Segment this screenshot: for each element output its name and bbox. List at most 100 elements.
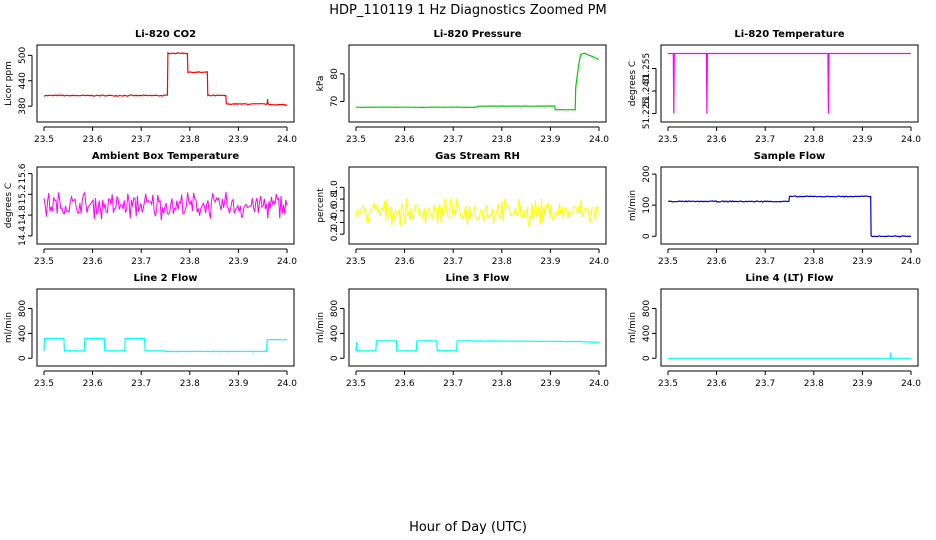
x-tick-label: 23.6 bbox=[395, 257, 415, 267]
chart-title: Line 3 Flow bbox=[446, 273, 510, 284]
y-axis-label: ml/min bbox=[628, 312, 638, 343]
chart-panel-7: Line 2 Flow 23.5 23.6 23.7 23.8 23.9 24.0 0 400 8… bbox=[4, 273, 297, 389]
y-axis-label: Licor ppm bbox=[4, 61, 14, 106]
chart-panel-8: Line 3 Flow 23.5 23.6 23.7 23.8 23.9 24.0 0 400 8… bbox=[316, 273, 609, 389]
y-tick-label: 800 bbox=[330, 300, 340, 317]
y-tick-label: 0 bbox=[18, 355, 28, 361]
x-tick-label: 23.6 bbox=[395, 135, 415, 145]
x-tick-label: 23.8 bbox=[180, 257, 200, 267]
x-tick-label: 23.7 bbox=[755, 379, 775, 389]
y-axis: 0 400 800 ml/min bbox=[316, 300, 345, 361]
chart-title: Line 4 (LT) Flow bbox=[745, 273, 833, 284]
x-tick-label: 23.5 bbox=[34, 379, 54, 389]
y-tick-label: 0.8 bbox=[330, 192, 340, 207]
plot-frame bbox=[660, 288, 919, 367]
chart-panel-1: Li-820 CO2 23.5 23.6 23.7 23.8 23.9 24.0 380 440… bbox=[4, 29, 297, 145]
y-tick-label: 0 bbox=[330, 355, 340, 361]
y-axis-label: degrees C bbox=[628, 61, 638, 106]
x-tick-label: 23.7 bbox=[443, 257, 463, 267]
x-tick-label: 23.7 bbox=[131, 257, 151, 267]
x-tick-label: 24.0 bbox=[589, 257, 609, 267]
x-axis: 23.5 23.6 23.7 23.8 23.9 24.0 bbox=[34, 248, 297, 267]
series-line bbox=[667, 195, 912, 238]
x-tick-label: 24.0 bbox=[277, 135, 297, 145]
y-tick-label: 500 bbox=[18, 46, 28, 63]
y-axis-label: percent bbox=[316, 188, 326, 223]
x-tick-label: 23.9 bbox=[540, 379, 560, 389]
series-line bbox=[355, 197, 600, 227]
x-tick-label: 23.5 bbox=[658, 257, 678, 267]
x-tick-label: 23.5 bbox=[34, 135, 54, 145]
y-tick-label: 0 bbox=[642, 355, 652, 361]
y-tick-label: 400 bbox=[18, 325, 28, 342]
y-tick-label: 14.4 bbox=[18, 226, 28, 246]
series-line bbox=[43, 337, 287, 353]
y-axis-label: ml/min bbox=[628, 190, 638, 221]
x-tick-label: 24.0 bbox=[901, 379, 921, 389]
x-tick-label: 23.8 bbox=[492, 257, 512, 267]
y-tick-label: 51.225 bbox=[642, 98, 652, 130]
figure-title: HDP_110119 1 Hz Diagnostics Zoomed PM bbox=[329, 3, 607, 18]
series-line bbox=[668, 52, 911, 114]
x-tick-label: 23.9 bbox=[852, 135, 872, 145]
x-tick-label: 23.5 bbox=[34, 257, 54, 267]
x-tick-label: 23.6 bbox=[83, 135, 103, 145]
y-tick-label: 100 bbox=[642, 196, 652, 213]
x-tick-label: 23.6 bbox=[707, 135, 727, 145]
x-tick-label: 24.0 bbox=[589, 379, 609, 389]
y-axis: 70 80 kPa bbox=[316, 68, 345, 107]
x-tick-label: 23.7 bbox=[131, 379, 151, 389]
x-tick-label: 23.8 bbox=[492, 135, 512, 145]
y-tick-label: 0.6 bbox=[330, 203, 340, 218]
y-tick-label: 51.240 bbox=[642, 75, 652, 107]
chart-title: Gas Stream RH bbox=[435, 151, 520, 162]
plot-frame bbox=[36, 288, 295, 367]
chart-title: Line 2 Flow bbox=[134, 273, 198, 284]
x-axis: 23.5 23.6 23.7 23.8 23.9 24.0 bbox=[346, 126, 609, 145]
y-tick-label: 0.4 bbox=[330, 215, 340, 230]
x-tick-label: 24.0 bbox=[901, 257, 921, 267]
x-tick-label: 23.5 bbox=[658, 379, 678, 389]
x-axis-label: Hour of Day (UTC) bbox=[409, 520, 527, 535]
x-tick-label: 24.0 bbox=[901, 135, 921, 145]
x-tick-label: 23.6 bbox=[707, 257, 727, 267]
x-tick-label: 23.8 bbox=[180, 379, 200, 389]
x-tick-label: 23.7 bbox=[755, 257, 775, 267]
chart-panel-9: Line 4 (LT) Flow 23.5 23.6 23.7 23.8 23.9 24.0… bbox=[628, 273, 921, 389]
chart-title: Sample Flow bbox=[754, 151, 826, 162]
plot-frame bbox=[660, 166, 919, 245]
x-tick-label: 23.8 bbox=[492, 379, 512, 389]
series-line bbox=[355, 340, 600, 352]
y-axis: 0 400 800 ml/min bbox=[4, 300, 33, 361]
y-tick-label: 15.2 bbox=[18, 184, 28, 204]
series-line bbox=[356, 52, 600, 111]
chart-panel-3: Li-820 Temperature 23.5 23.6 23.7 23.8 23.9 24… bbox=[628, 29, 921, 145]
y-tick-label: 1.0 bbox=[330, 180, 340, 195]
x-tick-label: 23.9 bbox=[228, 379, 248, 389]
x-tick-label: 23.5 bbox=[346, 379, 366, 389]
y-tick-label: 80 bbox=[330, 68, 340, 80]
x-tick-label: 24.0 bbox=[277, 257, 297, 267]
y-tick-label: 800 bbox=[642, 300, 652, 317]
x-axis: 23.5 23.6 23.7 23.8 23.9 24.0 bbox=[658, 370, 921, 389]
x-tick-label: 23.6 bbox=[83, 257, 103, 267]
chart-title: Li-820 CO2 bbox=[135, 29, 196, 40]
x-tick-label: 23.9 bbox=[852, 379, 872, 389]
x-tick-label: 23.7 bbox=[443, 135, 463, 145]
x-tick-label: 23.9 bbox=[540, 257, 560, 267]
y-axis: 0 400 800 ml/min bbox=[628, 300, 657, 361]
plot-frame bbox=[660, 44, 919, 123]
y-tick-label: 800 bbox=[18, 300, 28, 317]
plot-frame bbox=[348, 44, 607, 123]
chart-panel-6: Sample Flow 23.5 23.6 23.7 23.8 23.9 24.0 0 100 2… bbox=[628, 151, 921, 267]
chart-panel-5: Gas Stream RH 23.5 23.6 23.7 23.8 23.9 24.0 0.2… bbox=[316, 151, 609, 267]
y-axis: 0 100 200 ml/min bbox=[628, 165, 657, 239]
chart-title: Li-820 Pressure bbox=[433, 29, 521, 40]
y-axis: 0.20.40.60.81.0 percent bbox=[316, 180, 345, 241]
y-axis-label: degrees C bbox=[4, 183, 14, 228]
x-tick-label: 24.0 bbox=[589, 135, 609, 145]
x-tick-label: 23.8 bbox=[180, 135, 200, 145]
plot-frame bbox=[36, 166, 295, 245]
